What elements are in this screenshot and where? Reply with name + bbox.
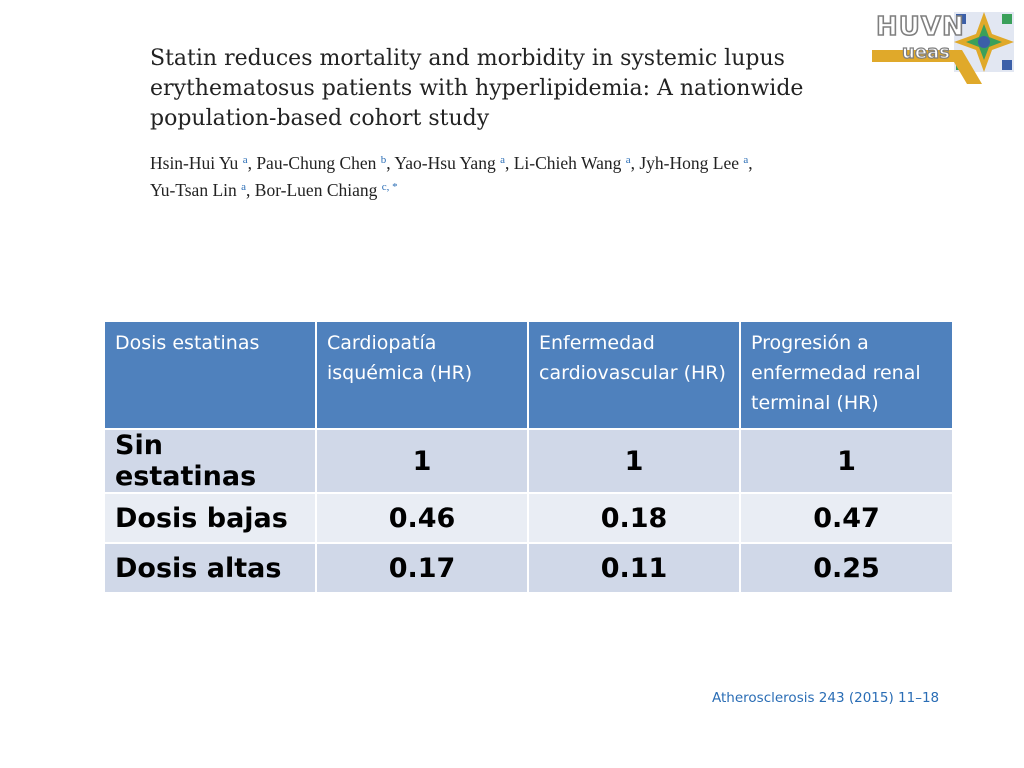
author-name: Yu-Tsan Lin: [150, 180, 237, 200]
author-name: Yao-Hsu Yang: [394, 153, 496, 173]
row-label: Dosis bajas: [103, 492, 317, 544]
paper-title: Statin reduces mortality and morbidity i…: [150, 46, 804, 131]
author-name: Pau-Chung Chen: [256, 153, 377, 173]
author-affiliation[interactable]: c, *: [381, 181, 398, 193]
author-name: Jyh-Hong Lee: [639, 153, 739, 173]
row-label: Sin estatinas: [103, 428, 317, 494]
author-name: Li-Chieh Wang: [513, 153, 622, 173]
table-row: Dosis altas 0.17 0.11 0.25: [103, 542, 954, 594]
hr-value: 0.47: [739, 492, 954, 544]
logo-sub-text: ueas: [901, 41, 950, 63]
table-row: Sin estatinas 1 1 1: [103, 428, 954, 494]
author-list: Hsin-Hui Yu a, Pau-Chung Chen b, Yao-Hsu…: [150, 153, 753, 200]
hr-value: 0.18: [527, 492, 741, 544]
author-name: Bor-Luen Chiang: [254, 180, 378, 200]
huvn-logo: HUVN ueas: [872, 4, 1020, 84]
hr-value: 1: [315, 428, 529, 494]
author-affiliation[interactable]: a: [241, 181, 247, 193]
table-header-row: Dosis estatinas Cardiopatía isquémica (H…: [103, 320, 954, 430]
statin-dose-table: Dosis estatinas Cardiopatía isquémica (H…: [103, 320, 954, 594]
header-cell: Enfermedad cardiovascular (HR): [527, 320, 741, 430]
table-row: Dosis bajas 0.46 0.18 0.47: [103, 492, 954, 544]
author-affiliation[interactable]: a: [500, 154, 505, 166]
author-affiliation[interactable]: b: [380, 154, 387, 166]
logo-main-text: HUVN: [875, 11, 965, 43]
header-cell: Dosis estatinas: [103, 320, 317, 430]
hr-value: 0.46: [315, 492, 529, 544]
author-affiliation[interactable]: a: [743, 154, 749, 166]
author-affiliation[interactable]: a: [242, 154, 248, 166]
hr-value: 1: [739, 428, 954, 494]
hr-value: 0.11: [527, 542, 741, 594]
header-cell: Cardiopatía isquémica (HR): [315, 320, 529, 430]
mosaic-pattern-icon: [872, 12, 1014, 84]
hr-value: 1: [527, 428, 741, 494]
row-label: Dosis altas: [103, 542, 317, 594]
hr-value: 0.25: [739, 542, 954, 594]
author-affiliation[interactable]: a: [625, 154, 631, 166]
journal-citation[interactable]: Atherosclerosis 243 (2015) 11–18: [712, 690, 940, 706]
hr-value: 0.17: [315, 542, 529, 594]
header-cell: Progresión a enfermedad renal terminal (…: [739, 320, 954, 430]
author-name: Hsin-Hui Yu: [150, 153, 239, 173]
